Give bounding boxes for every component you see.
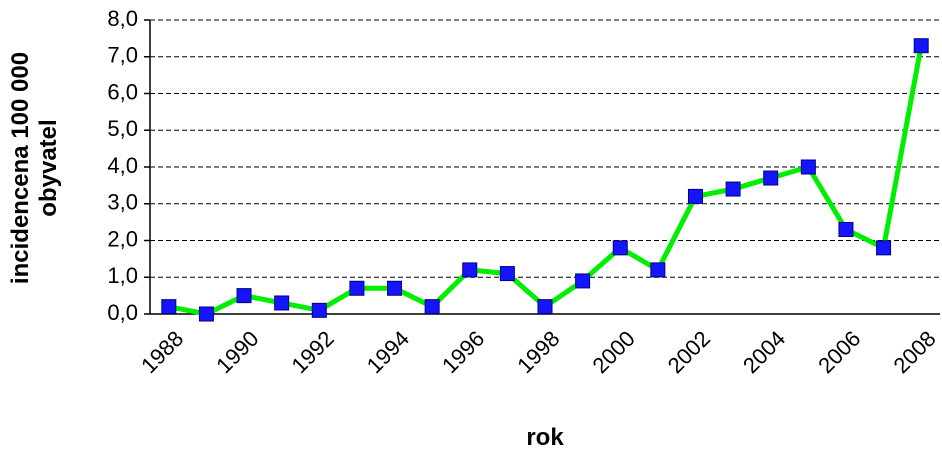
x-tick-label: 1992 xyxy=(287,326,339,378)
marker xyxy=(161,299,177,315)
x-tick-label: 1994 xyxy=(362,326,414,378)
y-tick-label: 0,0 xyxy=(107,300,138,325)
x-tick-label: 1990 xyxy=(211,326,263,378)
marker xyxy=(198,306,214,322)
marker xyxy=(424,299,440,315)
marker xyxy=(650,262,666,278)
y-tick-label: 8,0 xyxy=(107,6,138,31)
x-tick-label: 2000 xyxy=(587,326,639,378)
y-axis-label-line: obyvatel xyxy=(35,119,62,216)
marker xyxy=(763,170,779,186)
marker xyxy=(274,295,290,311)
marker xyxy=(462,262,478,278)
y-axis-label: incidencena 100 000 obyvatel xyxy=(7,52,62,284)
marker xyxy=(537,299,553,315)
x-axis-label: rok xyxy=(526,424,564,451)
marker xyxy=(575,273,591,289)
series-line xyxy=(168,45,924,317)
y-tick-label: 4,0 xyxy=(107,153,138,178)
x-tick-label: 1996 xyxy=(437,326,489,378)
marker xyxy=(687,188,703,204)
x-tick-label: 2002 xyxy=(663,326,715,378)
x-tick-label: 1988 xyxy=(136,326,188,378)
marker xyxy=(876,240,892,256)
y-tick-label: 7,0 xyxy=(107,43,138,68)
marker xyxy=(913,38,929,54)
y-axis-label-line: incidencena 100 000 xyxy=(7,52,34,284)
marker xyxy=(236,288,252,304)
marker xyxy=(838,221,854,237)
x-tick-label: 2006 xyxy=(813,326,865,378)
marker xyxy=(387,280,403,296)
y-tick-label: 1,0 xyxy=(107,263,138,288)
marker xyxy=(311,302,327,318)
x-tick-label: 2004 xyxy=(738,326,790,378)
x-tick-label: 1998 xyxy=(512,326,564,378)
marker xyxy=(612,240,628,256)
x-tick-label: 2008 xyxy=(888,326,940,378)
marker xyxy=(800,159,816,175)
marker xyxy=(725,181,741,197)
y-tick-label: 6,0 xyxy=(107,79,138,104)
y-tick-label: 5,0 xyxy=(107,116,138,141)
y-tick-label: 2,0 xyxy=(107,226,138,251)
marker xyxy=(499,266,515,282)
marker xyxy=(349,280,365,296)
y-tick-label: 3,0 xyxy=(107,190,138,215)
